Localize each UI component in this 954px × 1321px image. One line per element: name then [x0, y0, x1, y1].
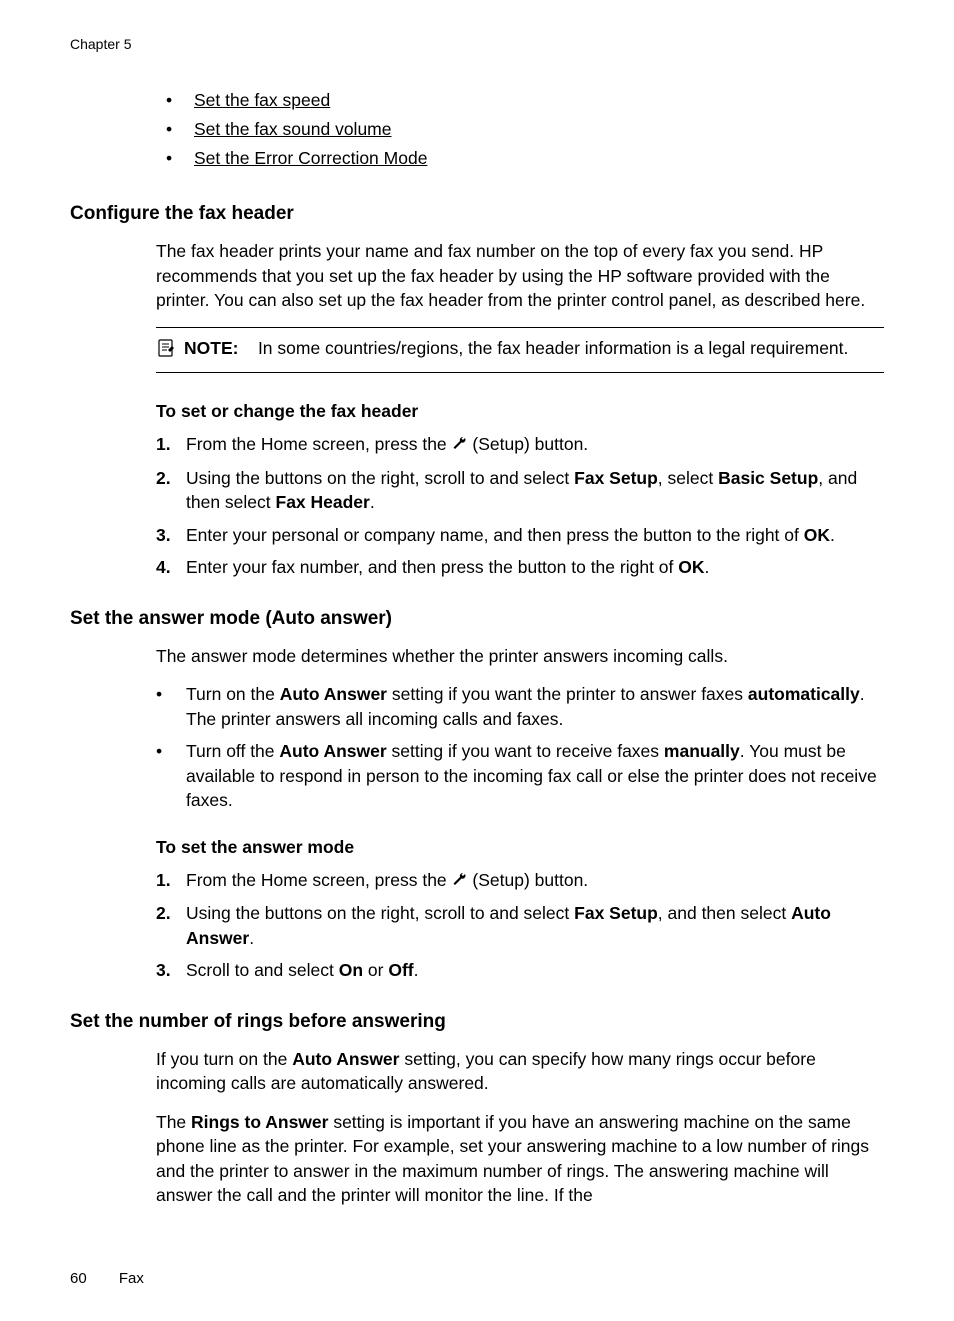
bullet: • — [166, 119, 194, 140]
step-number: 2. — [156, 901, 186, 950]
text: If you turn on the — [156, 1049, 292, 1069]
step-text: . — [705, 557, 710, 577]
answer-mode-bullets: • Turn on the Auto Answer setting if you… — [156, 682, 884, 813]
step-text: Scroll to and select — [186, 960, 339, 980]
step-body: Enter your fax number, and then press th… — [186, 555, 884, 580]
bullet: • — [166, 148, 194, 169]
step-bold: Fax Setup — [574, 903, 658, 923]
steps-fax-header: 1. From the Home screen, press the (Setu… — [156, 432, 884, 580]
bullet-body: Turn off the Auto Answer setting if you … — [186, 739, 884, 813]
top-links-list: • Set the fax speed • Set the fax sound … — [166, 90, 884, 169]
link-error-correction-mode[interactable]: Set the Error Correction Mode — [194, 148, 427, 169]
link-fax-sound-volume[interactable]: Set the fax sound volume — [194, 119, 391, 140]
bullet-body: Turn on the Auto Answer setting if you w… — [186, 682, 884, 731]
step-text: or — [363, 960, 388, 980]
step-text: . — [249, 928, 254, 948]
bold: Rings to Answer — [191, 1112, 328, 1132]
wrench-icon — [452, 869, 468, 894]
steps-answer-mode: 1. From the Home screen, press the (Setu… — [156, 868, 884, 983]
step-item: 3. Enter your personal or company name, … — [156, 523, 884, 548]
text: The — [156, 1112, 191, 1132]
note-content: NOTE: In some countries/regions, the fax… — [184, 336, 884, 361]
paragraph: The fax header prints your name and fax … — [156, 239, 884, 313]
page-footer: 60 Fax — [70, 1270, 144, 1287]
step-text: . — [370, 492, 375, 512]
bullet-item: • Turn on the Auto Answer setting if you… — [156, 682, 884, 731]
note-label: NOTE: — [184, 338, 238, 358]
step-number: 3. — [156, 958, 186, 983]
link-item: • Set the fax sound volume — [166, 119, 884, 140]
wrench-icon — [452, 433, 468, 458]
step-bold: OK — [678, 557, 704, 577]
step-text: Using the buttons on the right, scroll t… — [186, 903, 574, 923]
bullet: • — [156, 682, 186, 731]
bold: Auto Answer — [280, 684, 387, 704]
step-item: 1. From the Home screen, press the (Setu… — [156, 868, 884, 894]
step-body: From the Home screen, press the (Setup) … — [186, 868, 884, 894]
chapter-label: Chapter 5 — [70, 36, 884, 52]
step-text: From the Home screen, press the — [186, 870, 452, 890]
step-item: 1. From the Home screen, press the (Setu… — [156, 432, 884, 458]
step-text: Enter your fax number, and then press th… — [186, 557, 678, 577]
step-number: 1. — [156, 868, 186, 894]
step-text: , select — [658, 468, 718, 488]
bold: automatically — [748, 684, 860, 704]
subheading-set-change-header: To set or change the fax header — [156, 401, 884, 422]
heading-set-answer-mode: Set the answer mode (Auto answer) — [70, 608, 884, 630]
step-bold: OK — [804, 525, 830, 545]
step-body: Using the buttons on the right, scroll t… — [186, 466, 884, 515]
step-number: 4. — [156, 555, 186, 580]
step-text: From the Home screen, press the — [186, 434, 452, 454]
text: Turn on the — [186, 684, 280, 704]
note-box: NOTE: In some countries/regions, the fax… — [156, 327, 884, 374]
step-text: (Setup) button. — [468, 870, 589, 890]
step-text: Using the buttons on the right, scroll t… — [186, 468, 574, 488]
step-text: . — [830, 525, 835, 545]
step-text: . — [414, 960, 419, 980]
step-number: 3. — [156, 523, 186, 548]
bold: manually — [664, 741, 740, 761]
paragraph: The Rings to Answer setting is important… — [156, 1110, 884, 1208]
step-text: Enter your personal or company name, and… — [186, 525, 804, 545]
step-item: 3. Scroll to and select On or Off. — [156, 958, 884, 983]
step-bold: Fax Setup — [574, 468, 658, 488]
link-item: • Set the fax speed — [166, 90, 884, 111]
paragraph: If you turn on the Auto Answer setting, … — [156, 1047, 884, 1096]
text: setting if you want to receive faxes — [387, 741, 664, 761]
step-bold: Fax Header — [276, 492, 370, 512]
text: setting if you want the printer to answe… — [387, 684, 748, 704]
step-item: 2. Using the buttons on the right, scrol… — [156, 901, 884, 950]
step-text: , and then select — [658, 903, 791, 923]
step-number: 1. — [156, 432, 186, 458]
step-number: 2. — [156, 466, 186, 515]
heading-configure-fax-header: Configure the fax header — [70, 203, 884, 225]
step-item: 4. Enter your fax number, and then press… — [156, 555, 884, 580]
step-body: Scroll to and select On or Off. — [186, 958, 884, 983]
bullet-item: • Turn off the Auto Answer setting if yo… — [156, 739, 884, 813]
footer-section: Fax — [119, 1270, 144, 1287]
note-icon — [156, 338, 176, 365]
step-bold: Off — [388, 960, 413, 980]
step-bold: Basic Setup — [718, 468, 818, 488]
page-number: 60 — [70, 1270, 87, 1287]
bold: Auto Answer — [292, 1049, 399, 1069]
step-bold: On — [339, 960, 363, 980]
subheading-set-answer-mode: To set the answer mode — [156, 837, 884, 858]
link-fax-speed[interactable]: Set the fax speed — [194, 90, 330, 111]
step-text: (Setup) button. — [468, 434, 589, 454]
link-item: • Set the Error Correction Mode — [166, 148, 884, 169]
heading-set-number-rings: Set the number of rings before answering — [70, 1011, 884, 1033]
step-item: 2. Using the buttons on the right, scrol… — [156, 466, 884, 515]
bold: Auto Answer — [279, 741, 386, 761]
bullet: • — [166, 90, 194, 111]
note-text: In some countries/regions, the fax heade… — [258, 338, 848, 358]
paragraph: The answer mode determines whether the p… — [156, 644, 884, 669]
step-body: Using the buttons on the right, scroll t… — [186, 901, 884, 950]
step-body: Enter your personal or company name, and… — [186, 523, 884, 548]
text: Turn off the — [186, 741, 279, 761]
bullet: • — [156, 739, 186, 813]
step-body: From the Home screen, press the (Setup) … — [186, 432, 884, 458]
